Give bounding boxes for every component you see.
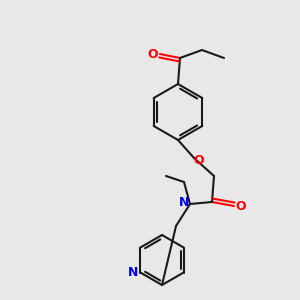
Text: O: O <box>194 154 204 167</box>
Text: N: N <box>179 196 189 209</box>
Text: N: N <box>128 266 139 279</box>
Text: O: O <box>236 200 246 212</box>
Text: O: O <box>148 47 158 61</box>
